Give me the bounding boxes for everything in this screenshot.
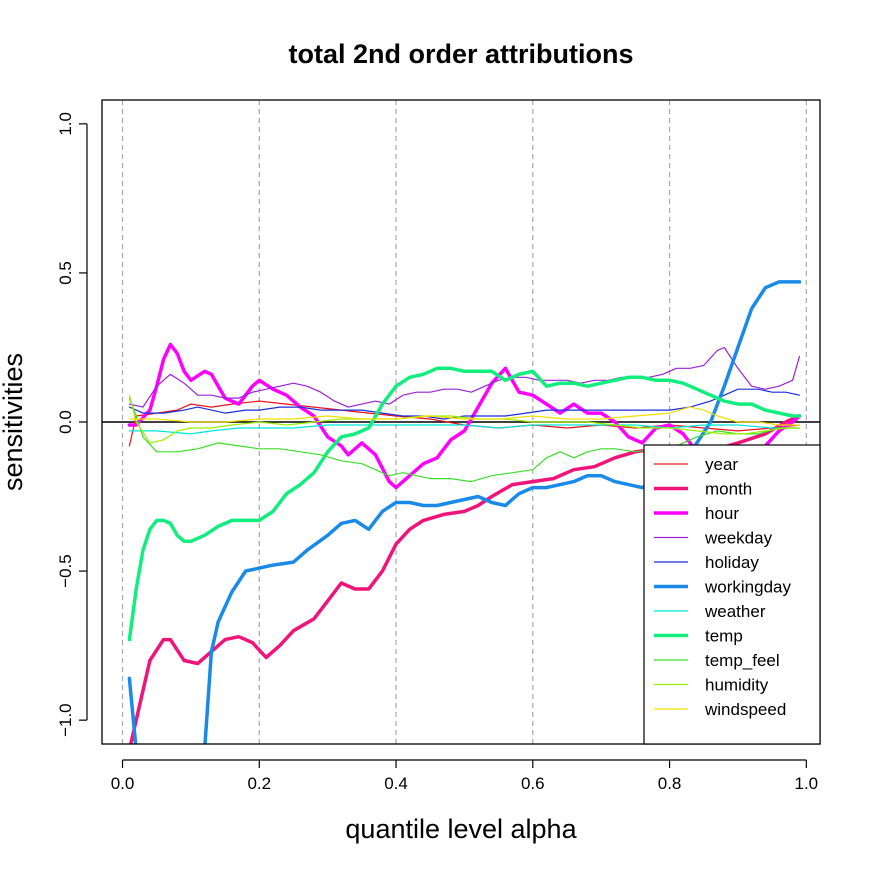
series-lines — [127, 280, 802, 744]
legend-box — [643, 444, 821, 745]
series-line-workingday — [127, 280, 802, 744]
x-tick-label: 0.4 — [384, 774, 408, 793]
y-axis-label: sensitivities — [0, 353, 28, 491]
plot-frame — [101, 99, 821, 745]
y-tick-label: −0.5 — [56, 554, 75, 588]
x-tick-label: 0.6 — [521, 774, 545, 793]
x-tick-label: 1.0 — [795, 774, 819, 793]
x-tick-label: 0.2 — [247, 774, 271, 793]
legend: year month hour weekday holiday workingday wea… — [643, 444, 821, 745]
legend-label-year: year — [705, 455, 738, 474]
legend-label-temp_feel: temp_feel — [705, 651, 780, 670]
series-line-hour — [127, 342, 802, 490]
series-line-windspeed — [128, 406, 801, 426]
legend-label-hour: hour — [705, 504, 739, 523]
y-tick-label: −1.0 — [56, 703, 75, 737]
legend-label-weather: weather — [704, 602, 766, 621]
legend-label-windspeed: windspeed — [704, 700, 786, 719]
y-tick-label: 0.0 — [56, 410, 75, 434]
legend-label-weekday: weekday — [704, 529, 773, 548]
legend-label-workingday: workingday — [704, 578, 791, 597]
legend-label-temp: temp — [705, 627, 743, 646]
y-tick-label: 0.5 — [56, 261, 75, 285]
x-axis-label: quantile level alpha — [345, 814, 577, 844]
axes: 0.0 0.2 0.4 0.6 0.8 1.0 −1.0 −0.5 0.0 0.5 1.0 — [56, 99, 821, 793]
x-tick-label: 0.8 — [658, 774, 682, 793]
x-tick-label: 0.0 — [111, 774, 135, 793]
legend-label-humidity: humidity — [705, 676, 769, 695]
legend-label-holiday: holiday — [705, 553, 759, 572]
series-line-weather — [128, 424, 801, 435]
legend-label-month: month — [705, 480, 752, 499]
y-tick-label: 1.0 — [56, 112, 75, 136]
series-line-weekday — [128, 346, 801, 408]
series-line-holiday — [128, 388, 801, 420]
chart-title: total 2nd order attributions — [288, 39, 633, 69]
series-line-temp — [127, 366, 802, 642]
